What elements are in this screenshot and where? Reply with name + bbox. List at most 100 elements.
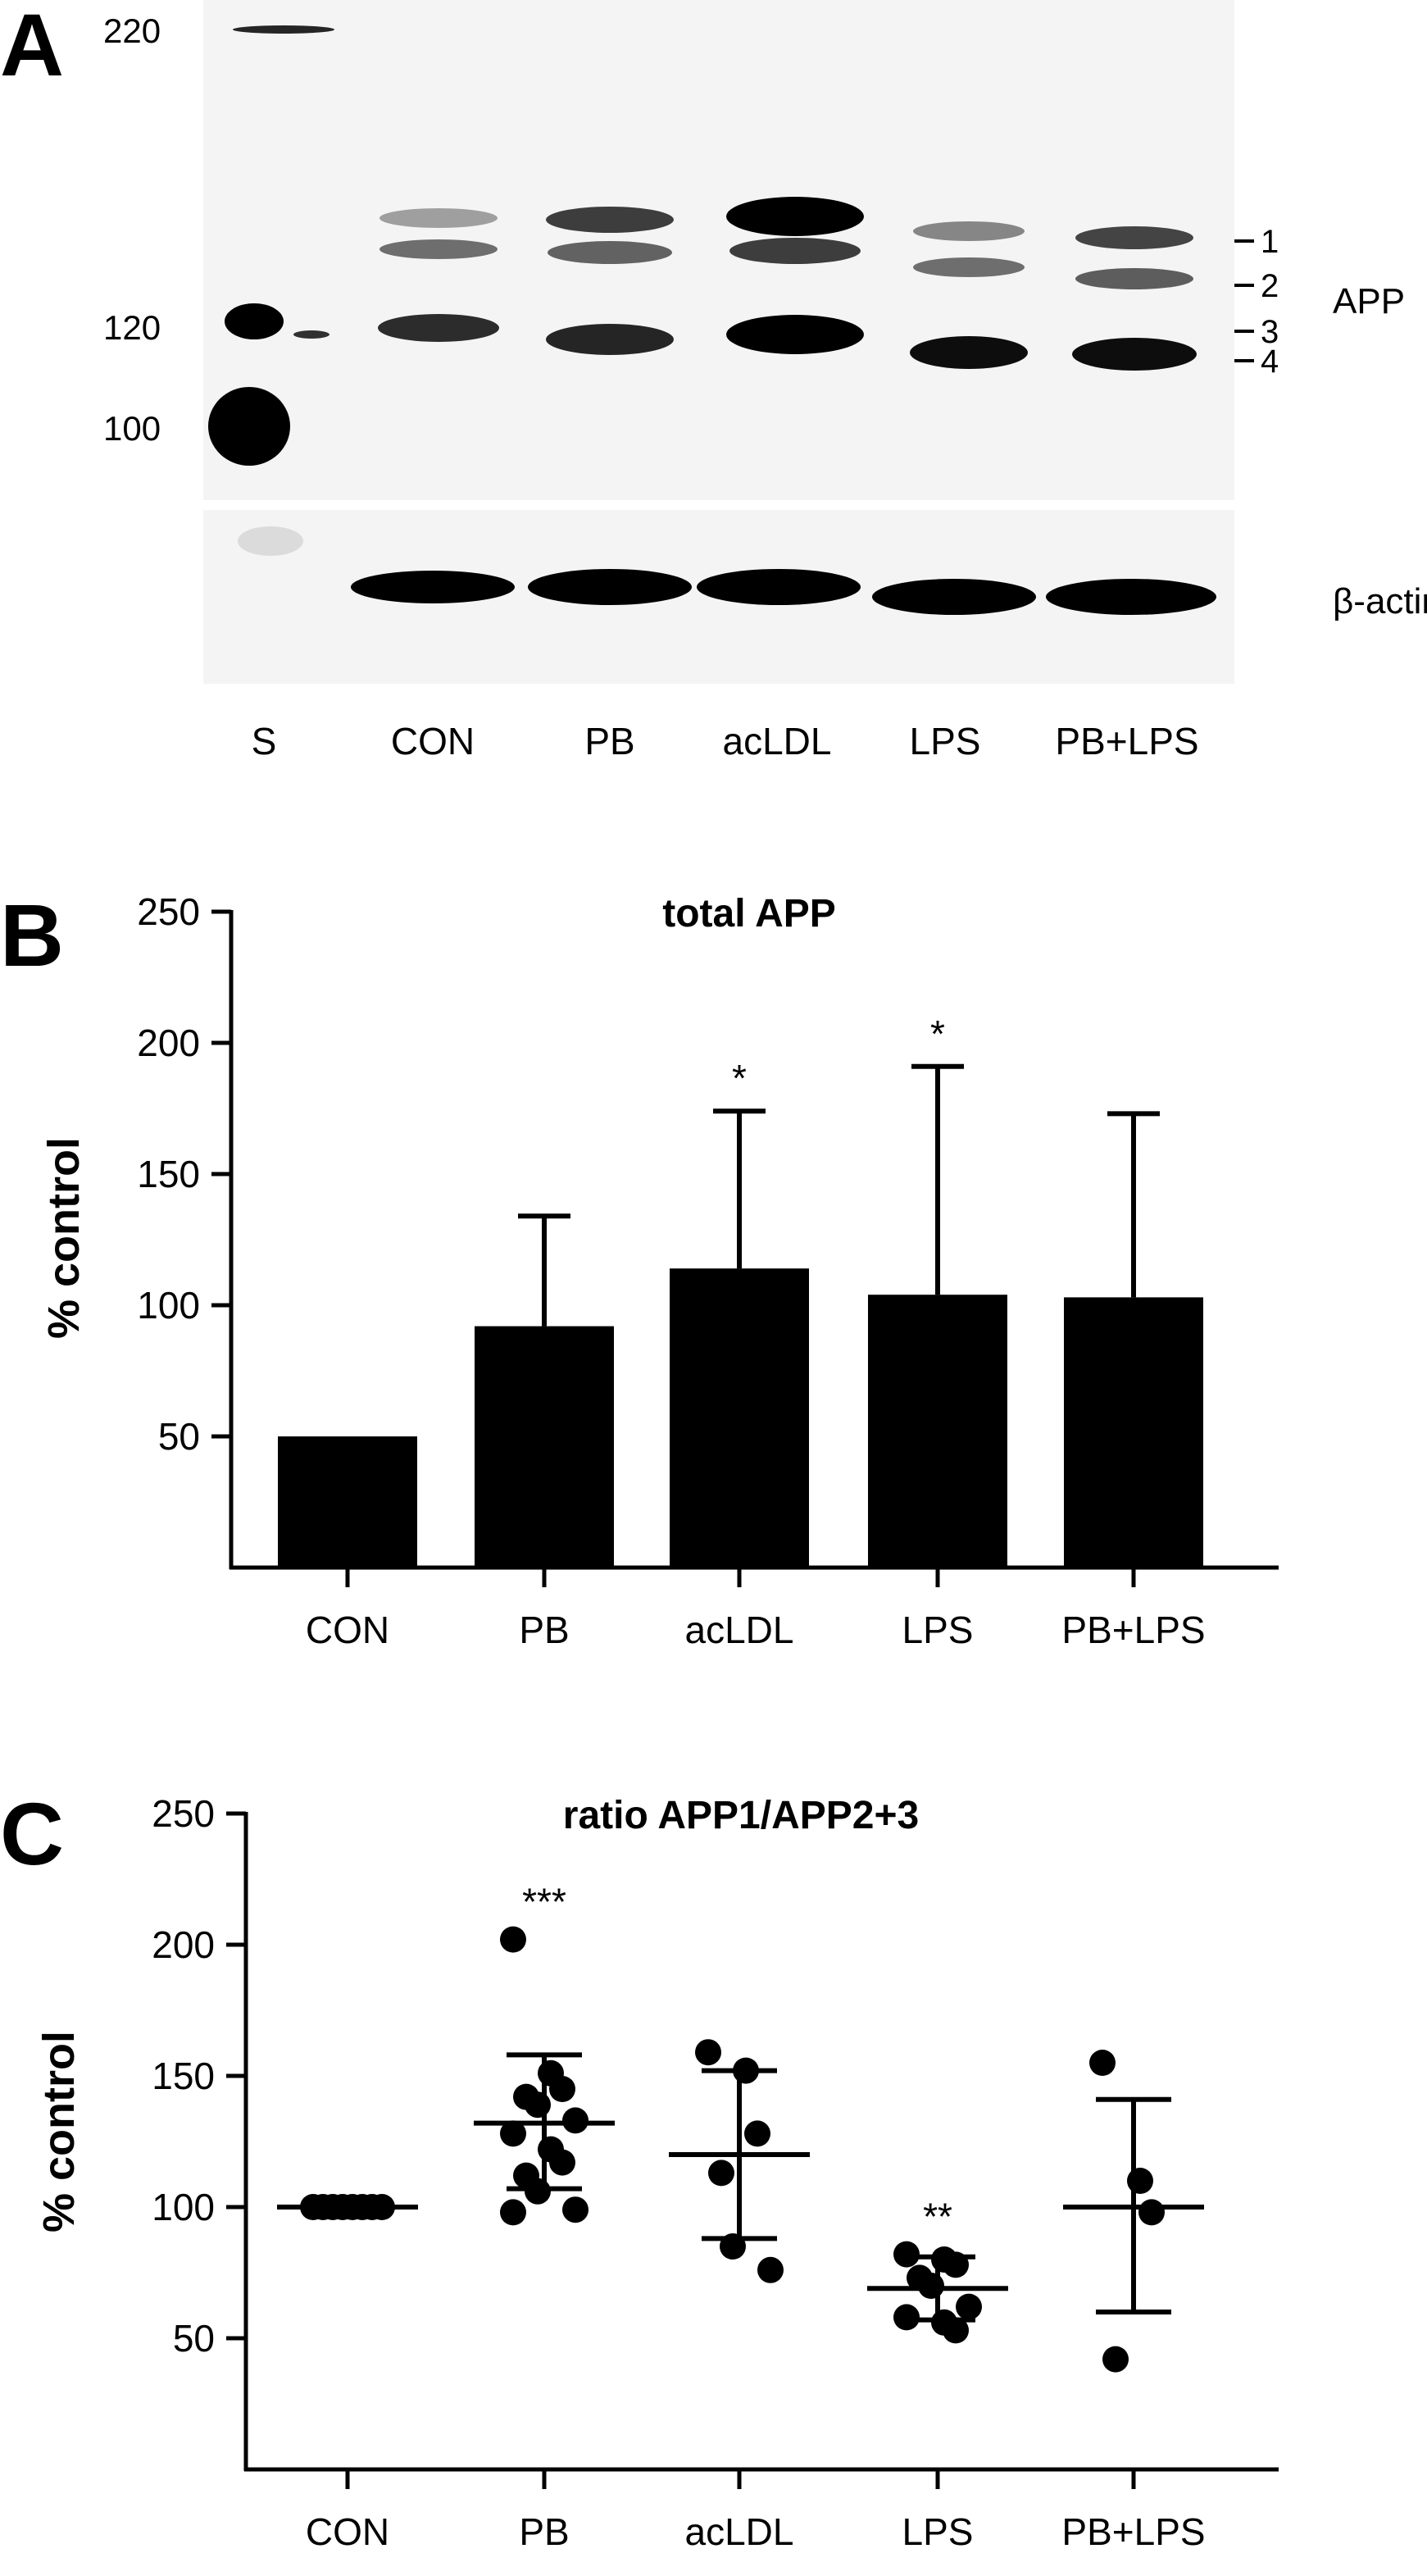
- chart-c-x-tick-label-con: CON: [306, 2510, 389, 2553]
- chart-c-significance-marks: *****: [522, 1881, 952, 2238]
- band-3-pb: [546, 324, 674, 355]
- point-pb-lps-0: [1089, 2050, 1116, 2076]
- point-pb-lps-2: [1138, 2199, 1165, 2226]
- chart-b-x-tick-label-pb-lps: PB+LPS: [1061, 1609, 1205, 1651]
- point-lps-6: [893, 2304, 920, 2331]
- actin-band-lps: [872, 579, 1036, 615]
- point-pb-10: [525, 2178, 551, 2205]
- band-1-con: [379, 208, 498, 228]
- band-4-lps: [910, 336, 1028, 369]
- band-number-markers: 1 2 3 4: [1234, 224, 1279, 380]
- point-con-7: [369, 2194, 395, 2220]
- point-acldl-0: [695, 2039, 721, 2066]
- point-pb-2: [549, 2076, 575, 2102]
- chart-c-y-tick-label-100: 100: [152, 2186, 215, 2228]
- marker-label-220: 220: [103, 11, 161, 50]
- chart-b-y-tick-label-200: 200: [137, 1022, 200, 1064]
- chart-c-axes: [226, 1811, 1279, 2489]
- beta-actin-label: β-actin: [1333, 581, 1427, 621]
- point-acldl-1: [733, 2057, 759, 2084]
- actin-band-acldl: [697, 569, 861, 605]
- chart-b-bars: [278, 1268, 1203, 1568]
- western-blot-panel: A 220 120 100 1 2 3 4 APP β-actin S CON …: [0, 0, 1427, 762]
- point-acldl-5: [757, 2256, 784, 2283]
- point-acldl-3: [708, 2160, 734, 2187]
- chart-b-y-tick-label-100: 100: [137, 1284, 200, 1327]
- point-lps-0: [893, 2241, 920, 2268]
- band-2-acldl: [729, 238, 861, 264]
- actin-band-con: [351, 571, 515, 603]
- chart-b-x-tick-label-lps: LPS: [902, 1609, 974, 1651]
- chart-b-title: total APP: [662, 892, 836, 935]
- chart-b-x-tick-label-con: CON: [306, 1609, 389, 1651]
- significance-pb: ***: [522, 1881, 566, 1923]
- panel-letter-b: B: [0, 885, 64, 985]
- band-3-con: [378, 314, 499, 342]
- significance-lps: *: [930, 1013, 945, 1055]
- lane-label-lps: LPS: [910, 720, 981, 762]
- ladder-band-120: [225, 303, 284, 339]
- ladder-band-220: [233, 25, 334, 34]
- app-ratio-scatter-chart: C ratio APP1/APP2+3 % control ***** 5010…: [0, 1784, 1279, 2553]
- lane-label-pb: PB: [584, 720, 634, 762]
- bar-pb-lps: [1064, 1297, 1203, 1568]
- chart-b-tick-labels: 50 100 150 200 250 CON PB acLDL LPS PB+LPS: [137, 890, 1205, 1651]
- point-pb-5: [562, 2107, 589, 2134]
- chart-b-y-tick-label-150: 150: [137, 1153, 200, 1195]
- actin-band-pb: [528, 569, 692, 605]
- chart-c-x-tick-label-lps: LPS: [902, 2510, 974, 2553]
- actin-band-s-faint: [238, 526, 303, 556]
- chart-c-x-tick-label-acldl: acLDL: [685, 2510, 794, 2553]
- chart-b-significance-marks: **: [732, 1013, 945, 1099]
- bar-con: [278, 1436, 417, 1568]
- band-3-acldl: [726, 315, 864, 354]
- lane-label-pb-lps: PB+LPS: [1055, 720, 1198, 762]
- bar-lps: [868, 1295, 1007, 1568]
- band-2-pb-lps: [1075, 268, 1193, 289]
- chart-c-y-tick-label-250: 250: [152, 1792, 215, 1835]
- marker-label-120: 120: [103, 308, 161, 347]
- band-number-1: 1: [1261, 224, 1279, 260]
- point-acldl-4: [720, 2233, 746, 2260]
- actin-band-pb-lps: [1046, 579, 1216, 615]
- point-lps-4: [918, 2273, 944, 2299]
- point-lps-8: [943, 2317, 969, 2344]
- chart-c-y-tick-label-200: 200: [152, 1923, 215, 1966]
- lane-label-acldl: acLDL: [723, 720, 832, 762]
- point-acldl-2: [744, 2120, 770, 2147]
- bar-acldl: [670, 1268, 809, 1568]
- chart-c-x-tick-label-pb-lps: PB+LPS: [1061, 2510, 1205, 2553]
- app-blot-membrane: [203, 0, 1234, 500]
- lane-label-con: CON: [391, 720, 475, 762]
- point-lps-2: [943, 2251, 969, 2278]
- marker-label-100: 100: [103, 409, 161, 448]
- chart-b-y-tick-label-50: 50: [158, 1415, 200, 1458]
- total-app-bar-chart: B total APP % control ** 50100150200250C…: [0, 885, 1279, 1651]
- lane-label-s: S: [252, 720, 277, 762]
- significance-acldl: *: [732, 1057, 747, 1099]
- chart-c-title: ratio APP1/APP2+3: [563, 1794, 919, 1837]
- chart-c-y-tick-label-50: 50: [173, 2317, 215, 2360]
- chart-b-x-tick-label-acldl: acLDL: [685, 1609, 794, 1651]
- bar-pb: [475, 1326, 614, 1568]
- point-pb-0: [500, 1926, 526, 1953]
- chart-b-x-tick-label-pb: PB: [519, 1609, 569, 1651]
- band-2-lps: [913, 257, 1025, 277]
- panel-letter-a: A: [0, 0, 64, 94]
- chart-c-data-points: [300, 1926, 1165, 2373]
- ladder-band-120-tail: [293, 330, 329, 339]
- point-pb-8: [549, 2149, 575, 2176]
- lane-labels: S CON PB acLDL LPS PB+LPS: [252, 720, 1199, 762]
- point-pb-12: [500, 2199, 526, 2226]
- point-pb-lps-3: [1102, 2346, 1129, 2373]
- significance-lps: **: [923, 2196, 952, 2238]
- band-2-pb: [548, 241, 672, 264]
- band-1-pb-lps: [1075, 226, 1193, 249]
- point-lps-5: [956, 2293, 982, 2320]
- band-1-pb: [546, 207, 674, 233]
- band-4-pb-lps: [1072, 338, 1197, 371]
- band-1-acldl: [726, 197, 864, 236]
- chart-c-y-axis-label: % control: [34, 2031, 84, 2232]
- blot-bands: [208, 25, 1216, 615]
